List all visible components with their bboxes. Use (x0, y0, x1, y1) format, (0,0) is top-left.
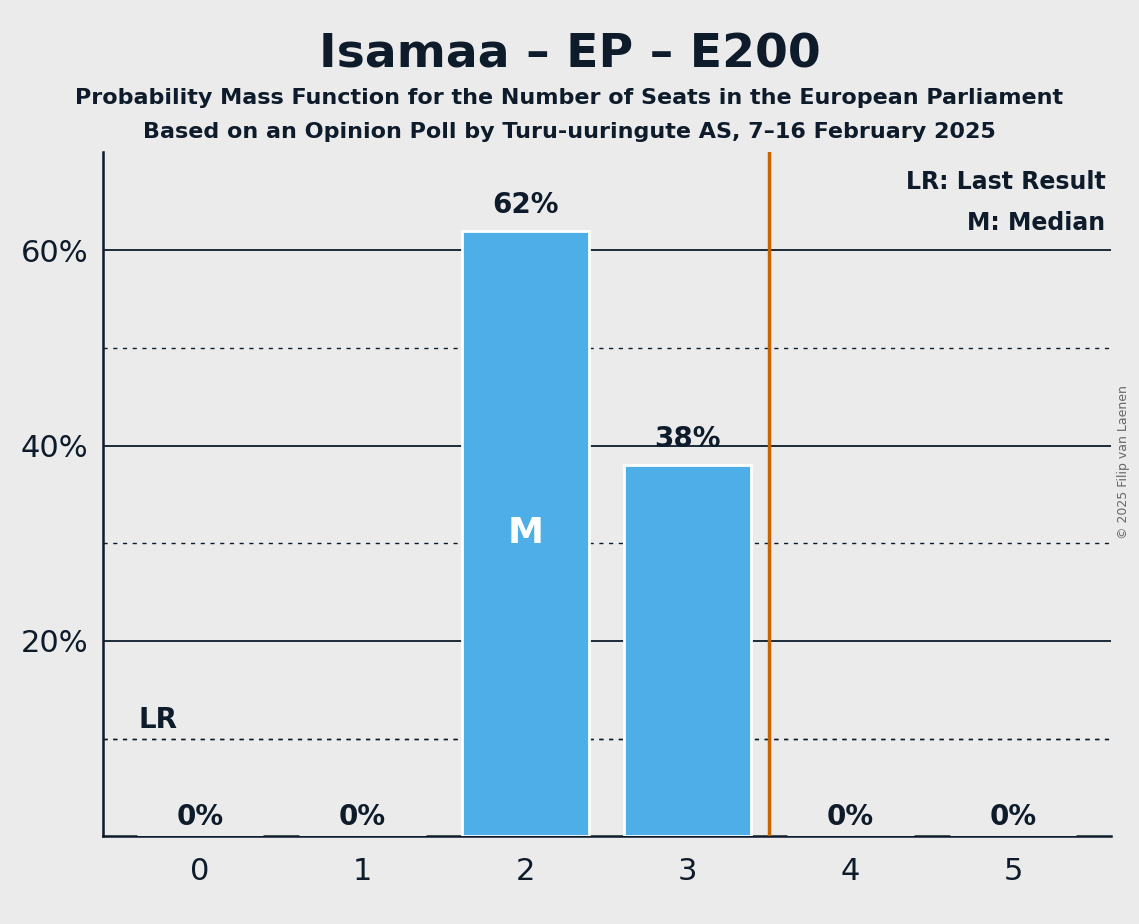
Text: © 2025 Filip van Laenen: © 2025 Filip van Laenen (1117, 385, 1130, 539)
Text: Probability Mass Function for the Number of Seats in the European Parliament: Probability Mass Function for the Number… (75, 88, 1064, 108)
Text: 0%: 0% (990, 803, 1036, 832)
Text: 0%: 0% (827, 803, 874, 832)
Text: 38%: 38% (655, 425, 721, 454)
Text: LR: Last Result: LR: Last Result (906, 170, 1106, 193)
Bar (461, 231, 589, 836)
Text: Isamaa – EP – E200: Isamaa – EP – E200 (319, 32, 820, 78)
Text: M: M (507, 517, 543, 551)
Text: LR: LR (138, 706, 178, 734)
Text: 62%: 62% (492, 191, 558, 219)
Text: Based on an Opinion Poll by Turu-uuringute AS, 7–16 February 2025: Based on an Opinion Poll by Turu-uuringu… (144, 122, 995, 142)
Text: 0%: 0% (177, 803, 223, 832)
Bar (624, 465, 752, 836)
Text: 0%: 0% (339, 803, 386, 832)
Text: M: Median: M: Median (967, 211, 1106, 235)
